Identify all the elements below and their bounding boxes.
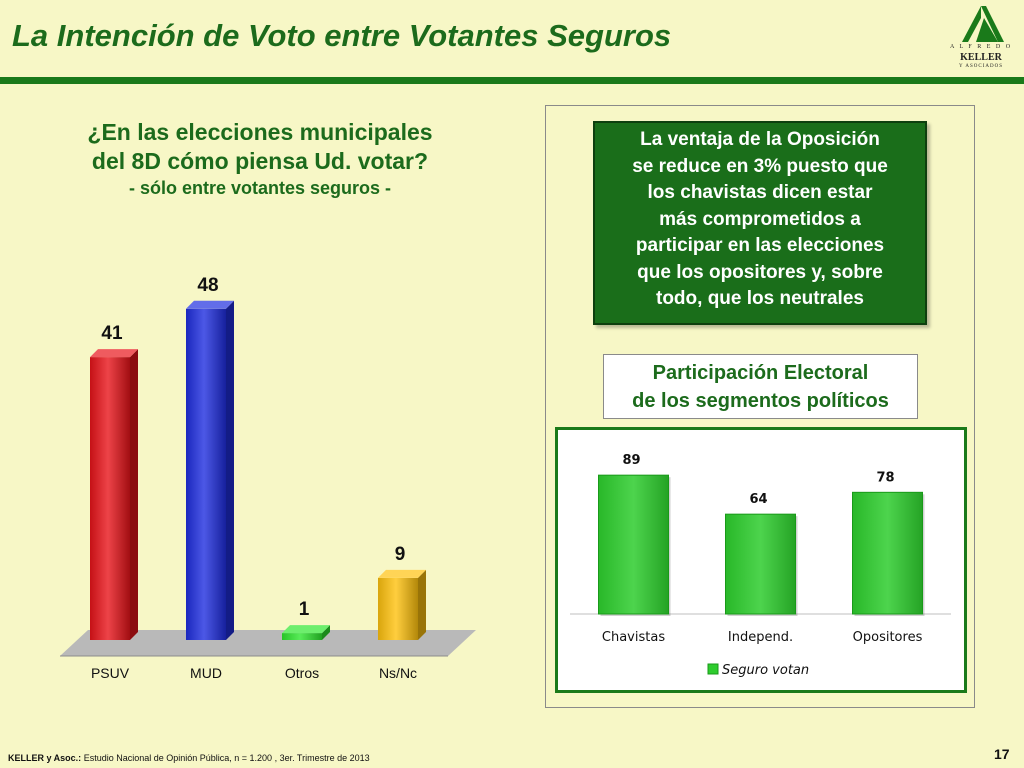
bar-independ [725,513,796,615]
bar-chavistas [598,474,669,615]
page-number: 17 [994,746,1010,762]
note-line: La ventaja de la Oposición [640,129,880,150]
header-divider [0,77,1024,84]
question-line1: ¿En las elecciones municipales [87,119,433,145]
data-label-chavistas: 89 [622,453,640,468]
note-line: más comprometidos a [659,208,861,230]
note-line: que los opositores y, sobre [637,261,883,283]
logo-mark-icon [962,6,1004,42]
question-line3: - sólo entre votantes seguros - [128,178,392,198]
data-label-ns-nc: 9 [395,544,406,565]
chart-floor [60,630,476,656]
legend-swatch [707,663,719,675]
x-tick-ns-nc: Ns/Nc [379,665,417,681]
page-title: La Intención de Voto entre Votantes Segu… [12,18,672,53]
data-label-mud: 48 [197,275,218,296]
data-label-independ: 64 [749,492,767,507]
bar-mud-side [226,300,234,640]
bar-otros-side [322,625,330,640]
participation-title-box: Participación Electoral de los segmentos… [603,354,918,419]
analysis-note-box: La ventaja de la Oposición se reduce en … [593,121,927,325]
logo-line2: KELLER [960,52,1002,63]
note-line: participar en las elecciones [635,235,885,256]
data-label-opositores: 78 [876,470,894,485]
survey-question: ¿En las elecciones municipales del 8D có… [30,118,490,200]
data-label-psuv: 41 [101,323,123,344]
bar-mud [186,308,226,640]
note-line: los chavistas dicen estar [647,182,873,203]
participation-title-line1: Participación Electoral [652,362,869,384]
bar-psuv-top [90,349,138,358]
x-tick-otros: Otros [285,665,319,681]
bar-psuv [90,357,130,640]
legend-label: Seguro votan [722,663,809,678]
company-logo: A L F R E D O KELLER Y ASOCIADOS [948,4,1014,74]
participation-title-line2: de los segmentos políticos [632,390,889,412]
question-line2: del 8D cómo piensa Ud. votar? [91,148,429,174]
footer-source: KELLER y Asoc.: Estudio Nacional de Opin… [8,753,370,763]
right-panel [545,105,975,708]
bar-ns-nc [378,577,418,640]
note-line: se reduce en 3% puesto que [632,155,888,177]
logo-line1: A L F R E D O [949,44,1013,50]
bar-mud-top [186,300,234,309]
footer-source-text: Estudio Nacional de Opinión Pública, n =… [81,753,370,763]
bar-ns-nc-top [378,569,426,578]
x-tick-psuv: PSUV [91,665,130,681]
x-tick-chavistas: Chavistas [602,630,665,645]
note-line: todo, que los neutrales [656,288,864,309]
x-tick-independ: Independ. [728,630,793,645]
footer-source-author: KELLER y Asoc.: [8,753,82,763]
bar-opositores [852,491,923,615]
bar-otros-top [282,625,330,634]
bar-psuv-side [130,349,138,640]
x-tick-mud: MUD [190,665,222,681]
x-tick-opositores: Opositores [853,630,923,645]
logo-line3: Y ASOCIADOS [958,64,1003,69]
data-label-otros: 1 [299,599,310,620]
bar-otros [282,633,322,640]
bar-ns-nc-side [418,569,426,640]
